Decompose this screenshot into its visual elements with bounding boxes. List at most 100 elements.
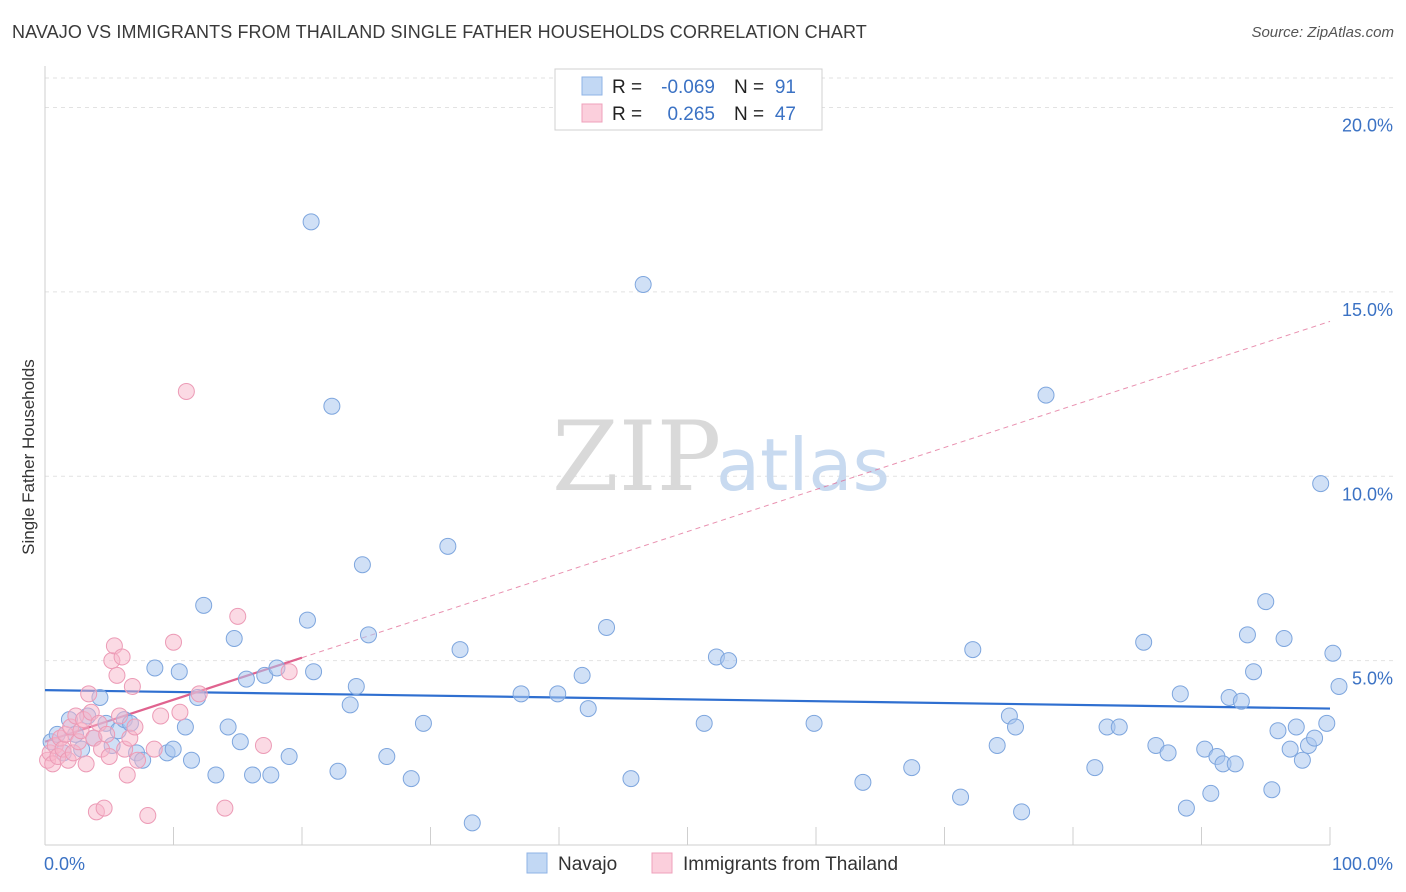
navajo-point — [262, 766, 280, 784]
navajo-point — [280, 748, 298, 765]
watermark: ZIP atlas — [552, 401, 890, 513]
navajo-point — [414, 714, 432, 732]
navajo-point — [1110, 718, 1128, 736]
navajo-point — [1159, 744, 1177, 762]
thailand-point — [165, 633, 182, 651]
thailand-point — [177, 382, 195, 400]
navajo-point — [164, 740, 182, 758]
navajo-point — [219, 718, 237, 736]
navajo-point — [244, 766, 262, 784]
watermark-atlas: atlas — [716, 423, 890, 507]
navajo-point — [305, 663, 323, 681]
navajo-point — [1269, 722, 1287, 740]
navajo-point — [634, 276, 652, 293]
navajo-point — [1324, 644, 1342, 662]
navajo-point — [1245, 663, 1263, 681]
navajo-point — [549, 685, 567, 703]
thailand-point — [123, 677, 141, 695]
thailand-point — [113, 648, 131, 666]
series-legend: Navajo Immigrants from Thailand — [526, 852, 898, 875]
thailand-point — [229, 607, 247, 625]
thailand-point — [108, 666, 126, 684]
navajo-point — [1037, 386, 1055, 404]
navajo-point — [805, 714, 823, 732]
navajo-point — [1281, 740, 1299, 758]
x-tick-label: 0.0% — [44, 854, 85, 874]
thailand-n-label: N = — [734, 104, 764, 125]
navajo-point — [463, 814, 481, 832]
thailand-point — [216, 799, 234, 817]
thailand-point — [190, 685, 208, 703]
navajo-r-value: -0.069 — [661, 77, 715, 98]
tick-labels: 5.0% 10.0% 15.0% 20.0% 0.0% 100.0% — [44, 116, 1393, 875]
thailand-point — [77, 755, 95, 773]
navajo-point — [1135, 633, 1153, 651]
thailand-point — [145, 740, 163, 758]
navajo-point — [146, 659, 164, 677]
navajo-point — [225, 630, 243, 647]
thailand-swatch — [581, 103, 603, 123]
navajo-point — [1318, 714, 1336, 732]
navajo-point — [573, 666, 591, 684]
legend-thailand-label: Immigrants from Thailand — [683, 854, 898, 875]
thailand-point — [280, 663, 298, 681]
navajo-point — [1171, 685, 1189, 703]
navajo-point — [207, 766, 225, 784]
navajo-point — [854, 773, 872, 791]
y-axis-title: Single Father Households — [19, 359, 38, 555]
legend-navajo-swatch — [526, 852, 548, 874]
navajo-point — [1257, 593, 1275, 611]
navajo-point — [451, 641, 469, 659]
thailand-point — [152, 707, 170, 725]
thailand-point — [129, 751, 147, 769]
y-tick-label: 20.0% — [1342, 116, 1393, 136]
navajo-point — [1312, 475, 1330, 493]
navajo-point — [402, 770, 420, 788]
navajo-point — [439, 537, 457, 555]
navajo-point — [1287, 718, 1305, 736]
navajo-point — [182, 751, 200, 769]
navajo-point — [903, 759, 921, 777]
legend-navajo-label: Navajo — [558, 854, 617, 875]
trend-lines — [44, 320, 1331, 743]
navajo-trend-line — [44, 689, 1331, 710]
navajo-point — [720, 652, 738, 670]
navajo-point — [1293, 751, 1311, 769]
thailand-r-value: 0.265 — [667, 104, 715, 125]
navajo-point — [1238, 626, 1256, 644]
navajo-point — [353, 556, 371, 574]
y-tick-label: 5.0% — [1352, 669, 1393, 689]
stats-legend: R = -0.069 N = 91 R = 0.265 N = 47 — [554, 68, 823, 131]
navajo-n-value: 91 — [775, 77, 796, 98]
thailand-point — [111, 707, 129, 725]
navajo-point — [695, 714, 713, 732]
navajo-point — [1006, 718, 1024, 736]
navajo-points — [42, 213, 1348, 832]
navajo-point — [170, 663, 188, 681]
navajo-point — [176, 718, 194, 736]
thailand-point — [98, 725, 116, 743]
navajo-point — [195, 596, 213, 614]
navajo-point — [598, 618, 616, 636]
thailand-point — [80, 685, 98, 703]
legend-thailand-swatch — [651, 852, 673, 874]
navajo-r-label: R = — [612, 77, 642, 98]
navajo-point — [1086, 759, 1104, 777]
thailand-point — [171, 703, 189, 721]
navajo-point — [952, 788, 970, 806]
navajo-point — [329, 762, 347, 780]
navajo-point — [1177, 799, 1195, 817]
navajo-point — [1226, 755, 1244, 773]
thailand-point — [254, 736, 272, 754]
navajo-point — [1202, 784, 1220, 802]
x-tick-label: 100.0% — [1332, 854, 1393, 874]
navajo-point — [1330, 677, 1348, 695]
navajo-point — [302, 213, 320, 231]
thailand-point — [100, 748, 118, 765]
navajo-point — [964, 641, 982, 659]
source-label: Source: ZipAtlas.com — [1251, 24, 1394, 41]
y-tick-label: 15.0% — [1342, 300, 1393, 320]
navajo-point — [1013, 803, 1031, 821]
thailand-n-value: 47 — [775, 104, 796, 125]
thailand-point — [139, 807, 157, 824]
